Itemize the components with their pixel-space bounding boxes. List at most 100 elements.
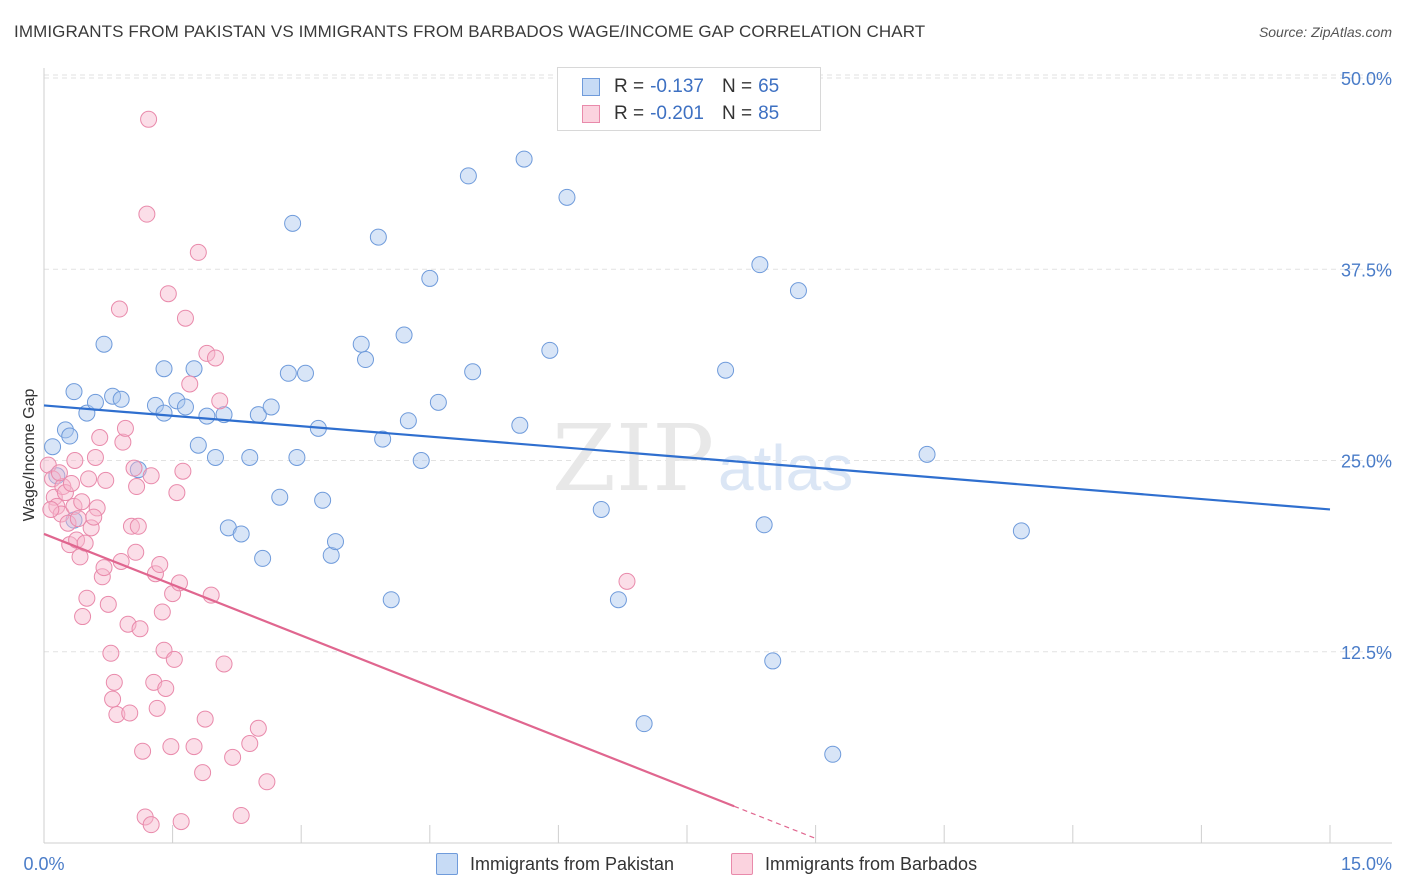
- pakistan-point: [459, 167, 477, 185]
- pakistan-point: [412, 452, 430, 469]
- barbados-point: [52, 505, 70, 523]
- pakistan-point: [751, 256, 769, 274]
- pakistan-point: [515, 150, 533, 168]
- barbados-point: [181, 375, 199, 393]
- barbados-point: [59, 514, 77, 532]
- pakistan-point: [558, 188, 576, 206]
- y-tick-label: 25.0%: [1341, 452, 1392, 472]
- bottom-legend-label: Immigrants from Pakistan: [470, 853, 675, 874]
- pakistan-point: [112, 390, 130, 408]
- y-tick-label: 50.0%: [1341, 69, 1392, 89]
- barbados-point: [194, 764, 212, 782]
- barbados-point: [88, 499, 106, 517]
- data-points: [39, 110, 1030, 834]
- pakistan-point: [61, 427, 79, 445]
- y-axis-label: Wage/Income Gap: [21, 389, 38, 522]
- pakistan-point: [279, 364, 297, 382]
- pakistan-point: [155, 404, 173, 422]
- barbados-point: [206, 349, 224, 367]
- gridlines: [44, 74, 1392, 653]
- legend-n-label: N =: [721, 76, 753, 97]
- pakistan-point: [65, 383, 83, 401]
- bottom-legend-label: Immigrants from Barbados: [765, 853, 978, 874]
- source-label: Source: ZipAtlas.com: [1258, 24, 1392, 40]
- pakistan-point: [918, 445, 936, 463]
- barbados-point: [82, 519, 100, 537]
- legend: R = -0.137 N = 65 R = -0.201 N = 85: [557, 67, 821, 131]
- pakistan-point: [95, 335, 113, 353]
- pakistan-point: [168, 392, 186, 410]
- pakistan-point: [314, 491, 332, 509]
- pakistan-point: [322, 546, 340, 564]
- pakistan-point: [296, 364, 314, 382]
- barbados-point: [157, 679, 175, 697]
- pakistan-point: [56, 421, 74, 439]
- barbados-point: [66, 452, 84, 469]
- barbados-point: [258, 773, 276, 791]
- barbados-trend-line: [43, 532, 735, 808]
- pakistan-point: [271, 488, 289, 506]
- barbados-point: [95, 559, 113, 577]
- barbados-point: [153, 603, 171, 621]
- pakistan-point: [86, 393, 104, 411]
- barbados-point: [168, 484, 186, 502]
- barbados-point: [104, 690, 122, 708]
- pakistan-point: [717, 361, 735, 379]
- x-tick-label: 15.0%: [1341, 854, 1392, 874]
- legend-row-barbados: R = -0.201 N = 85: [582, 102, 779, 126]
- bottom-legend-pakistan: Immigrants from Pakistan: [436, 851, 674, 877]
- barbados-point: [121, 704, 139, 722]
- barbados-point: [114, 433, 132, 451]
- barbados-point: [176, 309, 194, 327]
- barbados-point: [165, 650, 183, 668]
- legend-swatch-pakistan: [582, 78, 600, 96]
- pakistan-point: [357, 351, 374, 369]
- legend-r-label: R =: [614, 103, 645, 124]
- barbados-point: [127, 543, 145, 561]
- pakistan-point: [198, 407, 216, 425]
- pakistan-point: [369, 228, 387, 246]
- barbados-point: [80, 470, 98, 488]
- barbados-point: [128, 478, 146, 496]
- pakistan-trend-line: [43, 404, 1331, 511]
- pakistan-point: [592, 500, 610, 518]
- pakistan-point: [155, 360, 173, 378]
- barbados-point: [138, 205, 156, 223]
- barbados-point: [86, 448, 104, 466]
- pakistan-point: [789, 282, 807, 300]
- pakistan-point: [44, 438, 62, 456]
- barbados-point: [196, 710, 214, 728]
- pakistan-point: [464, 363, 482, 381]
- barbados-point: [224, 748, 242, 766]
- barbados-point: [189, 243, 207, 261]
- barbados-point: [105, 673, 123, 691]
- pakistan-point: [254, 549, 272, 567]
- bottom-legend-swatch-barbados: [731, 853, 753, 875]
- legend-r-label: R =: [614, 76, 645, 97]
- trend-lines: [43, 404, 1331, 839]
- barbados-point: [142, 467, 160, 485]
- pakistan-point: [232, 525, 250, 543]
- barbados-point: [116, 419, 134, 437]
- pakistan-point: [764, 652, 782, 670]
- legend-r-value: -0.201: [650, 103, 704, 124]
- barbados-point: [99, 595, 117, 613]
- barbados-point: [159, 285, 177, 303]
- watermark-atlas: atlas: [718, 432, 853, 504]
- chart-title: IMMIGRANTS FROM PAKISTAN VS IMMIGRANTS F…: [14, 22, 926, 41]
- barbados-point: [122, 517, 140, 535]
- legend-n-value: 65: [758, 76, 780, 97]
- barbados-point: [56, 484, 74, 502]
- pakistan-point: [824, 745, 842, 763]
- barbados-point: [618, 572, 636, 590]
- x-tick-label: 0.0%: [23, 854, 64, 874]
- pakistan-point: [374, 430, 392, 448]
- barbados-point: [91, 429, 109, 447]
- pakistan-point: [262, 398, 280, 416]
- barbados-point: [62, 474, 80, 492]
- legend-n-label: N =: [721, 103, 753, 124]
- pakistan-point: [382, 591, 400, 609]
- pakistan-point: [1012, 522, 1030, 540]
- barbados-point: [42, 500, 60, 518]
